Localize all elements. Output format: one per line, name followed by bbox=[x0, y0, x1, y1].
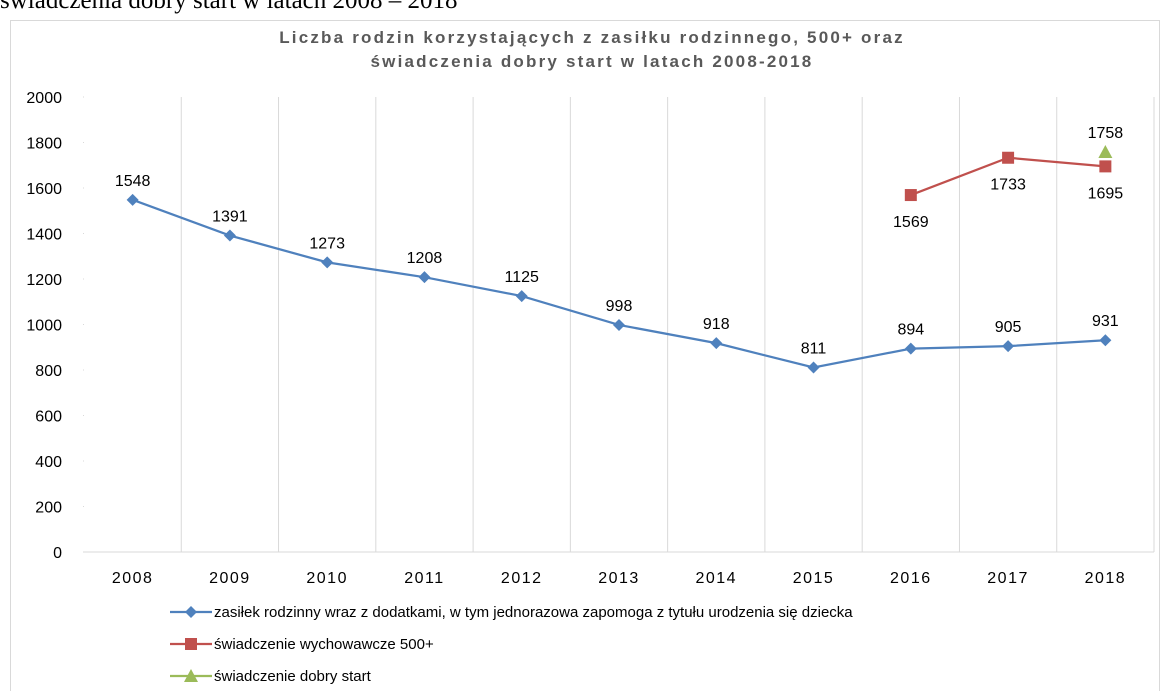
x-tick-label: 2009 bbox=[209, 570, 251, 587]
x-tick-label: 2008 bbox=[112, 570, 154, 587]
y-tick-label: 1600 bbox=[26, 181, 62, 198]
data-point bbox=[710, 337, 723, 350]
y-tick-label: 1200 bbox=[26, 272, 62, 289]
y-tick-label: 800 bbox=[35, 363, 62, 380]
data-label: 1758 bbox=[1088, 125, 1124, 142]
data-point bbox=[1002, 340, 1015, 353]
data-point bbox=[1099, 334, 1112, 347]
data-point bbox=[904, 189, 917, 202]
chart-title: Liczba rodzin korzystających z zasiłku r… bbox=[279, 28, 905, 47]
data-point bbox=[807, 361, 820, 374]
x-tick-label: 2015 bbox=[793, 570, 835, 587]
legend-marker bbox=[185, 638, 197, 650]
data-point bbox=[223, 229, 236, 242]
y-tick-label: 400 bbox=[35, 454, 62, 471]
x-tick-label: 2012 bbox=[501, 570, 543, 587]
legend-marker bbox=[185, 606, 197, 618]
y-tick-label: 1000 bbox=[26, 318, 62, 335]
x-tick-label: 2018 bbox=[1085, 570, 1127, 587]
x-tick-label: 2010 bbox=[306, 570, 348, 587]
chart-border bbox=[10, 20, 1160, 691]
x-tick-label: 2016 bbox=[890, 570, 932, 587]
y-tick-label: 1400 bbox=[26, 227, 62, 244]
legend-marker bbox=[184, 669, 198, 682]
data-point bbox=[321, 256, 334, 269]
data-label: 1391 bbox=[212, 209, 248, 226]
data-label: 1273 bbox=[309, 235, 345, 252]
caption: świadczenia dobry start w latach 2008 – … bbox=[0, 0, 458, 14]
y-tick-label: 0 bbox=[53, 545, 62, 562]
data-label: 1569 bbox=[893, 214, 929, 231]
legend-label: świadczenie wychowawcze 500+ bbox=[214, 636, 434, 653]
data-point bbox=[515, 290, 528, 303]
data-label: 1695 bbox=[1088, 185, 1124, 202]
data-label: 811 bbox=[801, 340, 827, 357]
legend-label: zasiłek rodzinny wraz z dodatkami, w tym… bbox=[214, 604, 853, 621]
data-label: 918 bbox=[703, 316, 730, 333]
data-point bbox=[1099, 160, 1112, 173]
data-label: 1208 bbox=[407, 250, 443, 267]
legend-label: świadczenie dobry start bbox=[214, 668, 372, 685]
y-tick-label: 1800 bbox=[26, 136, 62, 153]
data-point bbox=[126, 193, 139, 206]
y-tick-label: 2000 bbox=[26, 90, 62, 107]
data-label: 894 bbox=[897, 322, 924, 339]
data-label: 931 bbox=[1092, 313, 1119, 330]
data-label: 905 bbox=[995, 319, 1022, 336]
data-label: 1125 bbox=[505, 269, 540, 286]
data-point bbox=[613, 318, 625, 331]
data-label: 998 bbox=[606, 298, 633, 315]
x-tick-label: 2013 bbox=[598, 570, 640, 587]
y-tick-label: 600 bbox=[35, 409, 62, 426]
x-tick-label: 2017 bbox=[987, 570, 1029, 587]
y-tick-label: 200 bbox=[35, 500, 62, 517]
data-label: 1548 bbox=[115, 173, 151, 190]
x-tick-label: 2014 bbox=[695, 570, 737, 587]
x-tick-label: 2011 bbox=[404, 570, 444, 587]
data-label: 1733 bbox=[990, 177, 1026, 194]
data-point bbox=[418, 271, 431, 284]
data-point bbox=[1098, 145, 1113, 159]
data-point bbox=[1002, 151, 1015, 164]
chart-title: świadczenia dobry start w latach 2008-20… bbox=[371, 52, 814, 71]
data-point bbox=[904, 342, 917, 355]
